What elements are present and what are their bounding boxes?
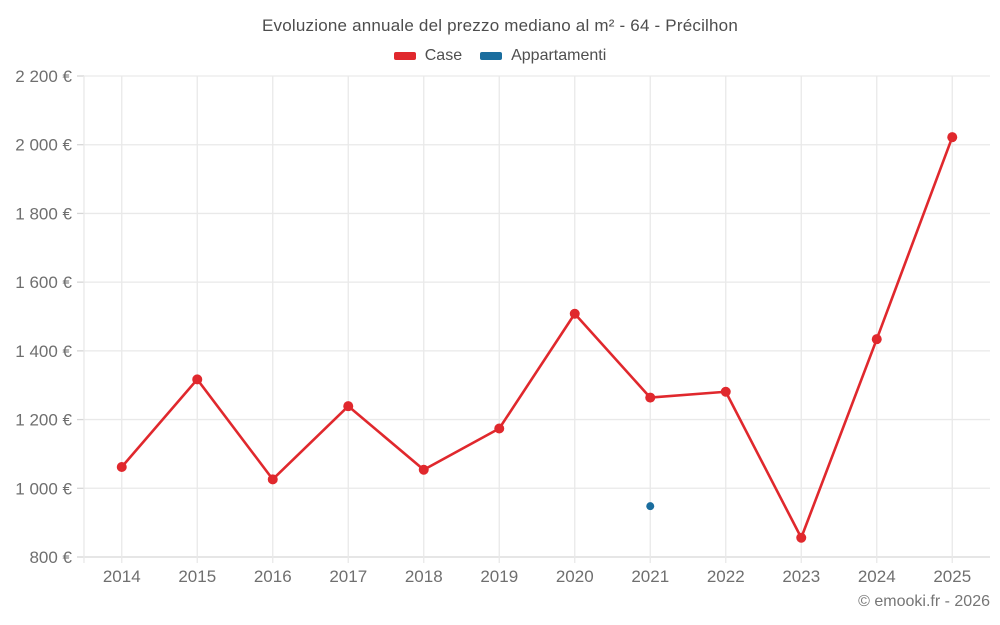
case-data-point[interactable] <box>418 464 429 475</box>
x-tick-label: 2025 <box>933 567 971 586</box>
case-data-point[interactable] <box>871 334 882 345</box>
legend-label-case: Case <box>424 47 463 64</box>
case-data-point[interactable] <box>645 392 656 403</box>
x-tick-label: 2017 <box>329 567 367 586</box>
x-tick-label: 2019 <box>480 567 518 586</box>
y-tick-label: 800 € <box>29 548 72 567</box>
case-data-point[interactable] <box>116 461 127 472</box>
chart-title: Evoluzione annuale del prezzo mediano al… <box>262 16 738 35</box>
x-tick-label: 2016 <box>254 567 292 586</box>
y-tick-label: 1 400 € <box>15 342 72 361</box>
x-tick-label: 2024 <box>858 567 896 586</box>
case-series-line <box>120 135 954 540</box>
x-tick-label: 2014 <box>103 567 141 586</box>
appartamenti-series-swatch-icon <box>480 52 503 60</box>
x-tick-label: 2020 <box>556 567 594 586</box>
case-data-point[interactable] <box>796 532 807 543</box>
appartamenti-data-point[interactable] <box>646 502 655 511</box>
legend-item-appartamenti[interactable]: Appartamenti <box>480 47 606 65</box>
y-tick-label: 1 000 € <box>15 479 72 498</box>
x-tick-label: 2021 <box>631 567 669 586</box>
case-data-point[interactable] <box>494 423 505 434</box>
y-tick-label: 2 000 € <box>15 136 72 155</box>
y-tick-label: 2 200 € <box>15 67 72 86</box>
y-tick-label: 1 800 € <box>15 204 72 223</box>
case-data-point[interactable] <box>343 401 354 412</box>
copyright-text: © emooki.fr - 2026 <box>858 593 990 610</box>
case-data-point[interactable] <box>947 132 958 143</box>
x-tick-label: 2015 <box>178 567 216 586</box>
y-tick-label: 1 200 € <box>15 411 72 430</box>
chart-legend: Case Appartamenti <box>0 45 1000 67</box>
case-data-point[interactable] <box>192 374 203 385</box>
case-data-point[interactable] <box>720 386 731 397</box>
case-series-swatch-icon <box>393 52 416 60</box>
legend-label-appartamenti: Appartamenti <box>511 47 607 64</box>
x-tick-label: 2023 <box>782 567 820 586</box>
case-data-point[interactable] <box>569 308 580 319</box>
legend-item-case[interactable]: Case <box>393 47 463 65</box>
x-tick-label: 2022 <box>707 567 745 586</box>
case-data-point[interactable] <box>267 474 278 485</box>
y-tick-label: 1 600 € <box>15 273 72 292</box>
x-tick-label: 2018 <box>405 567 443 586</box>
